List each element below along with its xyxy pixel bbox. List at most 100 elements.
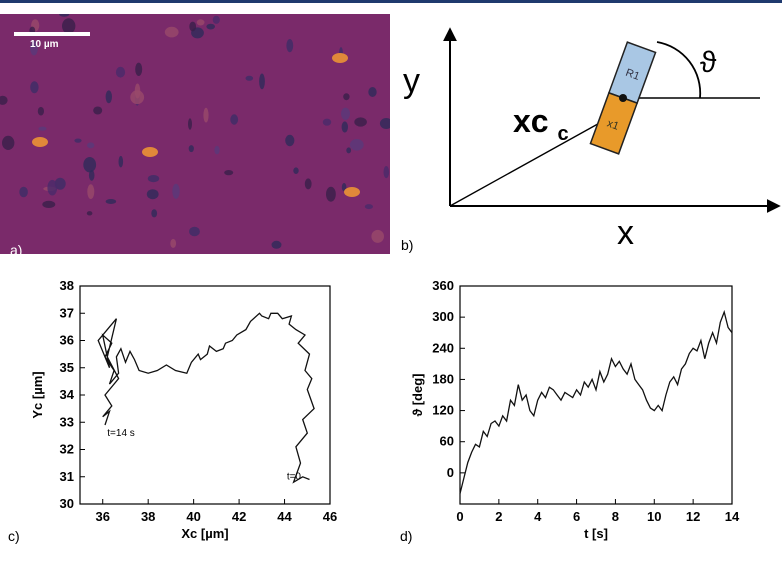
- speckle: [259, 73, 265, 90]
- speckle: [349, 139, 364, 151]
- x-axis-label: t [s]: [584, 526, 608, 541]
- bead-upper-label: R1: [624, 67, 641, 83]
- y-tick-label: 34: [60, 387, 75, 402]
- speckle: [326, 186, 336, 202]
- speckle: [203, 107, 209, 123]
- speckle: [47, 179, 58, 196]
- speckle: [245, 75, 254, 81]
- speckle: [87, 184, 95, 200]
- speckle: [54, 177, 66, 190]
- speckle: [285, 134, 295, 147]
- speckle: [115, 66, 126, 78]
- speckle: [206, 23, 215, 30]
- speckle: [74, 138, 82, 143]
- plot-frame: [459, 285, 733, 505]
- y-tick-label: 0: [447, 465, 454, 480]
- micrograph-panel: 10 µm a): [0, 14, 390, 254]
- bead-center: [619, 94, 627, 102]
- y-tick-label: 240: [432, 340, 454, 355]
- speckle: [224, 170, 234, 176]
- x-tick-label: 42: [232, 509, 246, 524]
- x-tick-label: 14: [725, 509, 740, 524]
- y-tick-label: 31: [60, 469, 74, 484]
- y-tick-label: 32: [60, 442, 74, 457]
- schematic-diagram: R1 x1 y x xc c ϑ b): [401, 27, 781, 253]
- speckle: [293, 167, 299, 174]
- x-tick-label: 0: [456, 509, 463, 524]
- speckle: [189, 21, 197, 32]
- y-tick-label: 180: [432, 371, 454, 386]
- scale-bar-label: 10 µm: [30, 39, 59, 50]
- speckle: [379, 118, 390, 129]
- x-tick-label: 10: [647, 509, 661, 524]
- x-tick-label: 6: [573, 509, 580, 524]
- speckle: [341, 107, 350, 121]
- y-tick-label: 60: [440, 434, 454, 449]
- x-tick-label: 4: [534, 509, 542, 524]
- series-line: [459, 309, 733, 494]
- xc-label: xc c: [513, 103, 569, 145]
- angle-chart: 0 2 4 6 8 10 12 14 0 60 120 180 240 300 360 t [s] ϑ [deg…: [410, 278, 740, 541]
- speckle: [151, 209, 158, 218]
- speckle: [59, 14, 70, 17]
- panel-label-c: c): [8, 528, 20, 544]
- speckle: [164, 26, 179, 38]
- speckle: [86, 211, 93, 216]
- speckle: [188, 118, 192, 130]
- annotation: t=14 s: [107, 428, 135, 439]
- speckle: [286, 39, 294, 53]
- speckle: [188, 145, 194, 153]
- y-tick-label: 38: [60, 278, 74, 293]
- x-tick-label: 44: [277, 509, 292, 524]
- speckle: [87, 142, 95, 149]
- x-tick-label: 38: [141, 509, 155, 524]
- micrograph-speckles: [0, 14, 390, 249]
- speckle: [130, 90, 145, 105]
- y-tick-label: 360: [432, 278, 454, 293]
- top-rule: [0, 0, 782, 3]
- speckle: [118, 155, 124, 168]
- speckle: [147, 175, 160, 183]
- schematic-panel: R1 x1 y x xc c ϑ b): [395, 14, 782, 260]
- position-vector: [449, 109, 624, 207]
- speckle: [0, 95, 8, 105]
- y-tick-label: 35: [60, 360, 74, 375]
- y-tick-label: 120: [432, 403, 454, 418]
- speckle: [189, 226, 200, 237]
- speckle: [38, 126, 47, 131]
- speckle: [383, 166, 390, 179]
- x-tick-label: 8: [612, 509, 619, 524]
- angle-panel: 0 2 4 6 8 10 12 14 0 60 120 180 240 300 360 t [s] ϑ [deg…: [392, 272, 782, 560]
- x-tick-label: 46: [323, 509, 337, 524]
- speckle: [341, 183, 347, 192]
- speckle: [105, 199, 117, 204]
- speckle: [170, 238, 177, 248]
- schematic-x-label: x: [617, 214, 634, 252]
- annotation: t=0: [287, 471, 302, 482]
- x-axis-label: Xc [µm]: [181, 526, 228, 541]
- speckle: [341, 121, 348, 133]
- theta-arc: [656, 41, 702, 99]
- theta-label: ϑ: [700, 46, 717, 79]
- bright-particle: [32, 137, 48, 147]
- speckle: [42, 200, 56, 208]
- y-axis-label: Yc [µm]: [30, 371, 45, 418]
- bright-particle: [332, 53, 348, 63]
- y-tick-label: 37: [60, 305, 74, 320]
- x-tick-label: 40: [186, 509, 200, 524]
- bead-lower-label: x1: [605, 118, 620, 133]
- trajectory-chart: 36 38 40 42 44 46 30 31 32 33 34 35 36 37 38 Xc [µm] Yc …: [30, 278, 337, 541]
- speckle: [368, 87, 377, 97]
- x-tick-label: 2: [495, 509, 502, 524]
- schematic-y-label: y: [403, 62, 420, 100]
- bright-particle: [142, 147, 158, 157]
- speckle: [172, 183, 180, 199]
- speckle: [61, 18, 76, 34]
- speckle: [271, 240, 282, 249]
- y-tick-label: 33: [60, 414, 74, 429]
- speckle: [93, 106, 103, 115]
- series-line: [97, 312, 315, 484]
- speckle: [30, 81, 39, 94]
- speckle: [364, 204, 373, 210]
- speckle: [83, 157, 97, 173]
